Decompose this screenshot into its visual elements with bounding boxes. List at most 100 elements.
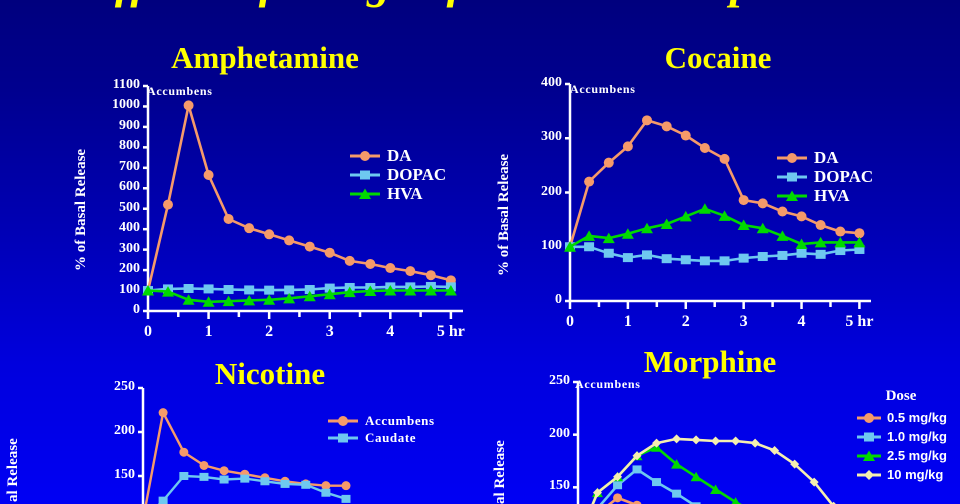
data-point — [323, 288, 336, 300]
region-label-cocaine: Accumbens — [570, 82, 636, 96]
data-point — [240, 474, 250, 483]
legend-item[interactable]: 2.5 mg/kg — [855, 446, 947, 465]
data-point — [854, 228, 865, 239]
data-point — [592, 488, 602, 498]
data-point — [584, 242, 595, 252]
x-tick-label: 1 — [204, 323, 213, 340]
square-icon — [855, 429, 883, 445]
data-point — [603, 157, 614, 168]
legend-item[interactable]: DOPAC — [348, 165, 446, 184]
data-point — [564, 241, 576, 252]
data-point — [244, 285, 255, 295]
legend-item[interactable]: HVA — [775, 186, 873, 205]
legend-item[interactable]: DA — [775, 148, 873, 167]
data-point — [203, 169, 214, 180]
data-point — [718, 210, 731, 221]
data-point — [786, 190, 798, 201]
data-point — [360, 170, 370, 179]
data-point — [280, 479, 290, 488]
panel-title-cocaine: Cocaine — [664, 40, 772, 75]
data-point — [680, 130, 691, 141]
data-point — [260, 477, 270, 486]
data-point — [179, 447, 189, 457]
series-da — [565, 115, 865, 252]
data-point — [338, 433, 348, 442]
data-point — [364, 285, 377, 296]
data-point — [183, 284, 194, 293]
x-tick-label: 0 — [144, 323, 152, 340]
y-tick-label: 100 — [119, 281, 140, 297]
data-point — [161, 286, 174, 297]
data-point — [854, 244, 865, 254]
data-point — [672, 434, 682, 444]
series-10-mg-kg — [591, 434, 836, 504]
legend-label: HVA — [814, 186, 850, 205]
data-point — [158, 496, 168, 504]
data-point — [158, 408, 168, 418]
circle-icon — [348, 148, 382, 164]
panel-title-morphine: Morphine — [643, 344, 777, 379]
y-tick-label: 100 — [541, 237, 562, 253]
x-tick-label: 5 hr — [845, 313, 874, 330]
square-icon — [326, 430, 360, 446]
y-tick-label: 400 — [119, 220, 140, 236]
data-point — [731, 497, 740, 504]
data-point — [757, 198, 768, 209]
data-point — [691, 502, 701, 504]
y-tick-label: 200 — [119, 261, 140, 277]
y-tick-label: 800 — [119, 138, 140, 154]
data-point — [790, 459, 800, 469]
data-point — [162, 199, 173, 210]
y-tick-label: 400 — [541, 75, 562, 90]
data-point — [301, 480, 311, 489]
x-tick-label: 0 — [566, 313, 574, 330]
y-tick-label: 1000 — [112, 97, 140, 113]
plot-cocaine — [564, 82, 871, 309]
legend-label: 1.0 mg/kg — [887, 429, 947, 444]
data-point — [341, 494, 351, 503]
data-point — [737, 219, 750, 231]
legend-cocaine: DA DOPAC HVA — [775, 148, 873, 205]
legend-item[interactable]: DOPAC — [775, 167, 873, 186]
y-tick-label: 0 — [133, 302, 140, 317]
data-point — [787, 172, 797, 181]
data-point — [864, 432, 874, 441]
legend-item[interactable]: 1.0 mg/kg — [855, 427, 947, 446]
legend-item[interactable]: Accumbens — [326, 412, 435, 429]
data-point — [199, 460, 209, 470]
data-point — [698, 203, 711, 214]
legend-label: DOPAC — [814, 167, 874, 186]
data-point — [424, 285, 437, 296]
y-tick-label: 250 — [114, 379, 135, 394]
data-point — [365, 258, 376, 269]
data-point — [179, 472, 189, 480]
y-tick-label: 300 — [541, 129, 562, 145]
y-tick-label: 150 — [114, 467, 135, 482]
y-tick-label: 200 — [114, 423, 135, 438]
legend-item[interactable]: 0.5 mg/kg — [855, 408, 947, 427]
square-icon — [775, 169, 809, 185]
data-point — [321, 488, 331, 497]
data-point — [243, 294, 256, 306]
circle-icon — [855, 410, 883, 426]
y-tick-label: 200 — [541, 183, 562, 199]
legend-item[interactable]: HVA — [348, 184, 446, 203]
data-point — [632, 500, 642, 504]
data-point — [404, 285, 417, 296]
data-point — [304, 285, 315, 295]
legend-label: Accumbens — [365, 413, 435, 428]
square-icon — [348, 167, 382, 183]
series-line — [146, 104, 452, 291]
legend-label: Caudate — [365, 430, 417, 445]
slide-title: Effects of Drugs of Abuse on Dopamine — [0, 0, 960, 9]
legend-item[interactable]: 10 mg/kg — [855, 465, 947, 484]
triangle-icon — [348, 186, 382, 202]
legend-item[interactable]: Caudate — [326, 429, 435, 446]
panel-morphine: Morphine al Release Accumbens 150 200 250 — [480, 340, 960, 504]
data-point — [223, 285, 234, 295]
y-tick-label: 500 — [119, 199, 140, 215]
legend-item[interactable]: DA — [348, 146, 446, 165]
series-line — [144, 411, 346, 504]
series-1-0-mg-kg — [599, 465, 701, 504]
data-point — [699, 143, 710, 154]
